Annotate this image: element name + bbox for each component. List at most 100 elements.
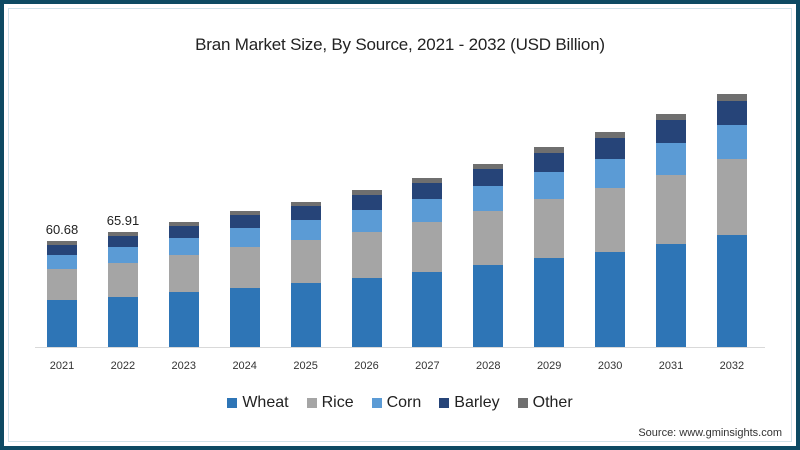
- segment-corn: [47, 255, 77, 270]
- segment-rice: [290, 240, 321, 284]
- segment-rice: [412, 222, 443, 273]
- segment-rice: [716, 159, 747, 236]
- segment-wheat: [107, 297, 138, 347]
- segment-corn: [473, 186, 504, 212]
- segment-other: [412, 177, 443, 183]
- segment-corn: [168, 238, 199, 255]
- segment-rice: [168, 254, 199, 292]
- segment-barley: [595, 138, 626, 160]
- segment-barley: [168, 225, 199, 238]
- chart-title: Bran Market Size, By Source, 2021 - 2032…: [195, 35, 605, 54]
- segment-corn: [716, 124, 747, 160]
- segment-rice: [473, 211, 504, 266]
- legend-label: Rice: [321, 394, 354, 411]
- segment-barley: [473, 169, 504, 187]
- x-tick-label: 2028: [476, 360, 501, 372]
- segment-barley: [534, 152, 565, 172]
- segment-barley: [716, 101, 747, 125]
- legend-item-rice: Rice: [306, 394, 354, 412]
- segment-other: [47, 241, 77, 246]
- segment-wheat: [168, 291, 199, 347]
- bar-2025: [290, 202, 321, 347]
- segment-other: [107, 231, 138, 236]
- segment-wheat: [473, 265, 504, 347]
- x-axis-line: [35, 347, 765, 348]
- segment-rice: [595, 188, 626, 252]
- legend-item-wheat: Wheat: [227, 394, 289, 412]
- bar-2027: [412, 177, 443, 347]
- bar-2022: [107, 231, 138, 347]
- source-note: Source: www.gminsights.com: [638, 427, 782, 439]
- x-tick-label: 2023: [171, 360, 197, 372]
- legend-label: Wheat: [242, 394, 289, 411]
- x-tick-label: 2026: [354, 360, 379, 372]
- segment-corn: [412, 199, 443, 223]
- segment-barley: [229, 214, 260, 228]
- x-tick-label: 2032: [719, 360, 745, 372]
- legend-label: Other: [532, 394, 573, 411]
- bar-2030: [595, 132, 626, 347]
- x-tick-label: 2021: [49, 360, 75, 372]
- total-label-2022: 65.91: [106, 213, 140, 228]
- segment-rice: [351, 232, 382, 278]
- segment-barley: [656, 119, 686, 143]
- segment-corn: [534, 171, 565, 200]
- bar-2023: [168, 221, 199, 347]
- segment-corn: [595, 159, 626, 189]
- x-tick-label: 2030: [597, 360, 623, 372]
- x-tick-label: 2022: [110, 360, 136, 372]
- segment-other: [290, 202, 321, 207]
- segment-rice: [656, 174, 686, 244]
- x-tick-label: 2027: [415, 360, 440, 372]
- segment-other: [351, 189, 382, 196]
- legend-label: Barley: [454, 394, 500, 411]
- x-tick-label: 2025: [293, 360, 318, 372]
- x-tick-label: 2029: [536, 360, 562, 372]
- segment-other: [716, 94, 747, 102]
- bar-2026: [351, 189, 382, 347]
- segment-wheat: [656, 243, 686, 347]
- barley-swatch-icon: [439, 398, 450, 408]
- segment-barley: [290, 206, 321, 221]
- segment-rice: [534, 199, 565, 259]
- segment-wheat: [229, 287, 260, 347]
- bar-2031: [656, 113, 686, 347]
- legend-item-other: Other: [517, 394, 573, 412]
- bar-2032: [716, 94, 747, 347]
- segment-barley: [351, 195, 382, 211]
- x-tick-label: 2024: [232, 360, 257, 372]
- wheat-swatch-icon: [227, 398, 238, 408]
- bar-2021: [47, 241, 77, 347]
- segment-other: [595, 132, 626, 139]
- segment-wheat: [412, 272, 443, 347]
- total-label-2021: 60.68: [45, 222, 79, 237]
- segment-rice: [107, 262, 138, 298]
- bar-2028: [473, 164, 504, 347]
- bar-2029: [534, 147, 565, 347]
- segment-other: [229, 210, 260, 215]
- segment-rice: [229, 246, 260, 288]
- segment-corn: [107, 246, 138, 263]
- segment-corn: [351, 210, 382, 233]
- frame-inner-border: [8, 8, 792, 442]
- segment-wheat: [716, 235, 747, 347]
- segment-other: [534, 147, 565, 153]
- segment-other: [473, 164, 504, 170]
- segment-barley: [107, 235, 138, 247]
- segment-corn: [656, 142, 686, 175]
- legend-item-corn: Corn: [371, 394, 421, 412]
- rice-swatch-icon: [306, 398, 317, 408]
- segment-wheat: [351, 277, 382, 347]
- segment-other: [656, 113, 686, 120]
- legend: Wheat Rice Corn Barley Other: [0, 394, 800, 412]
- segment-wheat: [595, 251, 626, 347]
- segment-corn: [290, 220, 321, 241]
- segment-wheat: [47, 300, 77, 347]
- segment-wheat: [534, 258, 565, 347]
- x-tick-label: 2031: [658, 360, 684, 372]
- segment-corn: [229, 227, 260, 247]
- bar-2024: [229, 210, 260, 347]
- other-swatch-icon: [517, 398, 528, 408]
- segment-other: [168, 221, 199, 226]
- legend-item-barley: Barley: [439, 394, 500, 412]
